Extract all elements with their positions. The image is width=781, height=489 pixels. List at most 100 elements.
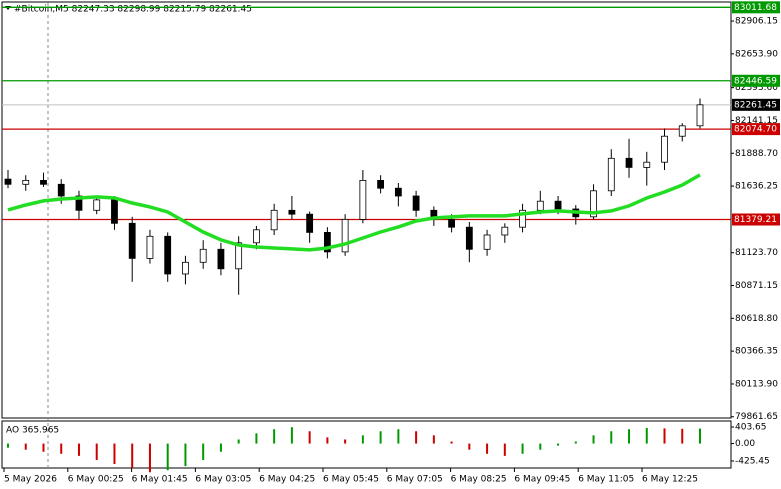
price-tag — [732, 123, 780, 136]
candle-body — [288, 209, 296, 215]
candle-body — [519, 209, 526, 228]
candle-body — [235, 242, 243, 270]
price-tag-label: 82074.70 — [734, 125, 777, 135]
ao-bar — [450, 441, 453, 444]
y-tick-label: 82393.60 — [735, 83, 778, 93]
ao-bar — [379, 431, 382, 444]
ao-bar — [255, 433, 258, 444]
ao-bar — [610, 431, 613, 444]
ao-bar — [273, 429, 276, 444]
candle-body — [359, 180, 367, 220]
ao-bar — [521, 443, 524, 454]
ao-bar — [361, 435, 364, 444]
x-tick-label: 6 May 05:45 — [323, 475, 379, 485]
y-tick-label: 80113.90 — [735, 379, 778, 389]
candle-body — [128, 222, 136, 259]
price-tag-label: 82261.45 — [734, 100, 777, 110]
chart-title: #Bitcoin,M5 82247.33 82298.99 82215.79 8… — [14, 5, 252, 15]
y-tick-label: 82653.90 — [735, 49, 778, 59]
candle-body — [253, 229, 260, 244]
y-tick-label: 80871.15 — [735, 281, 778, 291]
ao-bar — [415, 431, 418, 444]
candle-body — [412, 195, 420, 211]
ao-bar — [202, 443, 205, 460]
y-tick-label: 80618.80 — [735, 314, 778, 324]
x-tick-label: 6 May 01:45 — [132, 475, 188, 485]
candle-body — [448, 218, 455, 228]
candle-body — [57, 183, 65, 197]
candle-body — [199, 248, 207, 263]
y-tick-label: 82141.15 — [735, 116, 778, 126]
ao-bar — [557, 443, 560, 446]
candle-body — [217, 248, 225, 270]
ao-tick-label: -425.45 — [735, 456, 770, 466]
y-tick-label: 80366.35 — [735, 347, 778, 357]
ao-bar — [290, 427, 293, 444]
ao-bar — [699, 428, 701, 444]
candle-body — [643, 161, 651, 168]
x-tick-label: 6 May 03:05 — [195, 475, 251, 485]
candle-body — [465, 226, 473, 250]
y-tick-label: 81123.70 — [735, 248, 778, 258]
price-tag — [732, 98, 780, 111]
ao-bar — [42, 443, 45, 452]
candle-body — [625, 157, 633, 168]
y-tick-label: 81636.25 — [735, 182, 778, 192]
candle-body — [590, 190, 597, 218]
candle-body — [607, 157, 615, 192]
ao-bar — [344, 439, 347, 444]
candle-body — [4, 178, 12, 185]
ao-bar — [503, 443, 506, 456]
x-tick-label: 6 May 12:25 — [642, 475, 698, 485]
x-tick-label: 6 May 07:05 — [387, 475, 443, 485]
ao-bar — [95, 443, 98, 460]
x-tick-label: 6 May 04:25 — [259, 475, 315, 485]
candle-body — [270, 209, 278, 231]
candle-body — [536, 200, 544, 211]
price-tag-label: 82446.59 — [734, 76, 777, 86]
candle-body — [40, 180, 47, 185]
ao-bar — [663, 428, 666, 444]
candle-body — [306, 213, 314, 233]
price-tag-label: 83011.68 — [734, 3, 777, 13]
ao-bar — [486, 443, 489, 454]
ao-bar — [113, 443, 116, 465]
ao-bar — [237, 439, 240, 444]
y-tick-label: 82906.15 — [735, 17, 778, 27]
x-tick-label: 5 May 2026 — [4, 475, 57, 485]
main-frame — [1, 1, 732, 419]
ao-bar — [77, 443, 80, 456]
ao-frame — [1, 420, 732, 469]
price-tag — [732, 1, 780, 14]
candle-body — [678, 125, 686, 137]
x-tick-label: 6 May 00:25 — [68, 475, 124, 485]
ao-bar — [166, 443, 169, 471]
candle-body — [341, 218, 349, 253]
ao-bar — [628, 429, 631, 444]
ao-label: AO 365.965 — [6, 426, 59, 436]
ao-bar — [326, 437, 329, 444]
candle-body — [661, 135, 668, 163]
candle-body — [554, 200, 562, 210]
candle-body — [75, 195, 83, 211]
candle-body — [111, 199, 118, 224]
ao-bar — [645, 427, 648, 444]
candle-body — [394, 187, 402, 197]
ao-bar — [592, 435, 595, 444]
ao-bar — [574, 441, 577, 444]
y-tick-label: 81888.70 — [735, 149, 778, 159]
ao-bar — [432, 435, 435, 444]
y-tick-label: 79861.65 — [735, 412, 778, 422]
ao-bar — [131, 443, 134, 469]
ao-bar — [148, 443, 151, 473]
candle-body — [696, 104, 704, 127]
candle-body — [182, 261, 189, 275]
ao-bar — [468, 443, 471, 450]
ao-bar — [60, 443, 63, 454]
ao-tick-label: 403.65 — [735, 423, 767, 433]
candle-body — [22, 180, 30, 185]
ao-bar — [539, 443, 542, 450]
candle-body — [483, 234, 491, 250]
